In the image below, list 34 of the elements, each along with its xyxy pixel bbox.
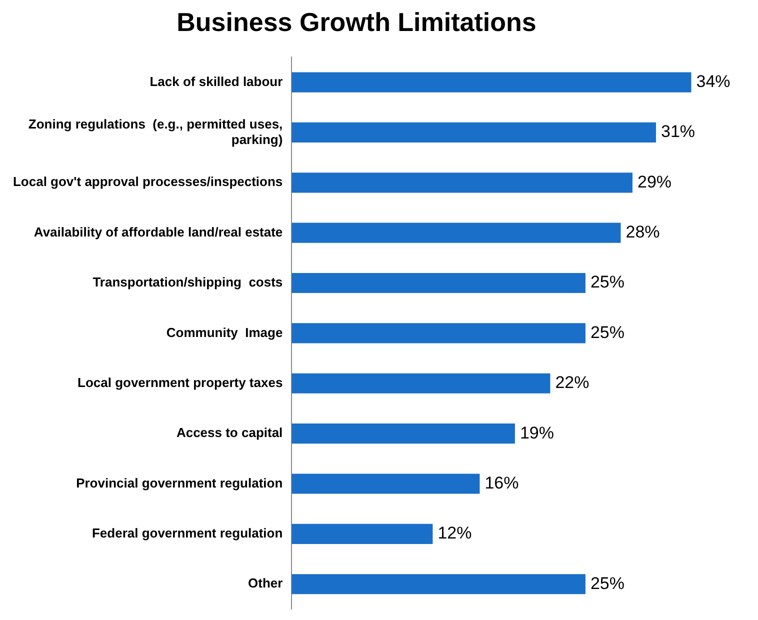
chart-title: Business Growth Limitations xyxy=(176,6,536,37)
data-label: 22% xyxy=(555,373,590,392)
bar xyxy=(292,222,621,243)
y-tick-label: Local gov't approval processes/inspections xyxy=(12,174,283,190)
bar xyxy=(292,272,586,294)
data-label: 31% xyxy=(660,122,696,142)
bar xyxy=(292,172,632,193)
y-tick-label: Availability of affordable land/real estate xyxy=(34,224,283,240)
y-tick-label: Access to capital xyxy=(176,425,283,440)
data-label: 28% xyxy=(626,222,660,242)
data-label: 12% xyxy=(438,524,472,543)
y-tick-label: Other xyxy=(248,576,283,591)
y-tick-label: Provincial government regulation xyxy=(76,475,283,490)
data-label: 25% xyxy=(590,322,625,342)
data-label: 16% xyxy=(484,473,519,492)
y-tick-label: Local government property taxes xyxy=(78,374,283,390)
y-tick-label: Community Image xyxy=(166,324,283,340)
data-label: 19% xyxy=(520,423,554,442)
y-tick-label: Lack of skilled labour xyxy=(150,74,283,89)
y-tick-label: Transportation/shipping costs xyxy=(92,274,283,290)
bar xyxy=(292,373,550,394)
bar xyxy=(292,122,656,143)
bar xyxy=(292,574,586,594)
bar xyxy=(292,524,433,544)
y-tick-label: Federal government regulation xyxy=(92,526,283,541)
data-label: 25% xyxy=(590,272,625,292)
bar xyxy=(292,424,515,444)
data-label: 25% xyxy=(590,574,625,593)
data-label: 34% xyxy=(696,72,730,91)
data-label: 29% xyxy=(637,172,672,192)
y-tick-label: Zoning regulations (e.g., permitted uses, parking) xyxy=(28,116,283,147)
bar xyxy=(292,323,586,344)
bar xyxy=(292,474,480,494)
bar xyxy=(292,72,692,92)
